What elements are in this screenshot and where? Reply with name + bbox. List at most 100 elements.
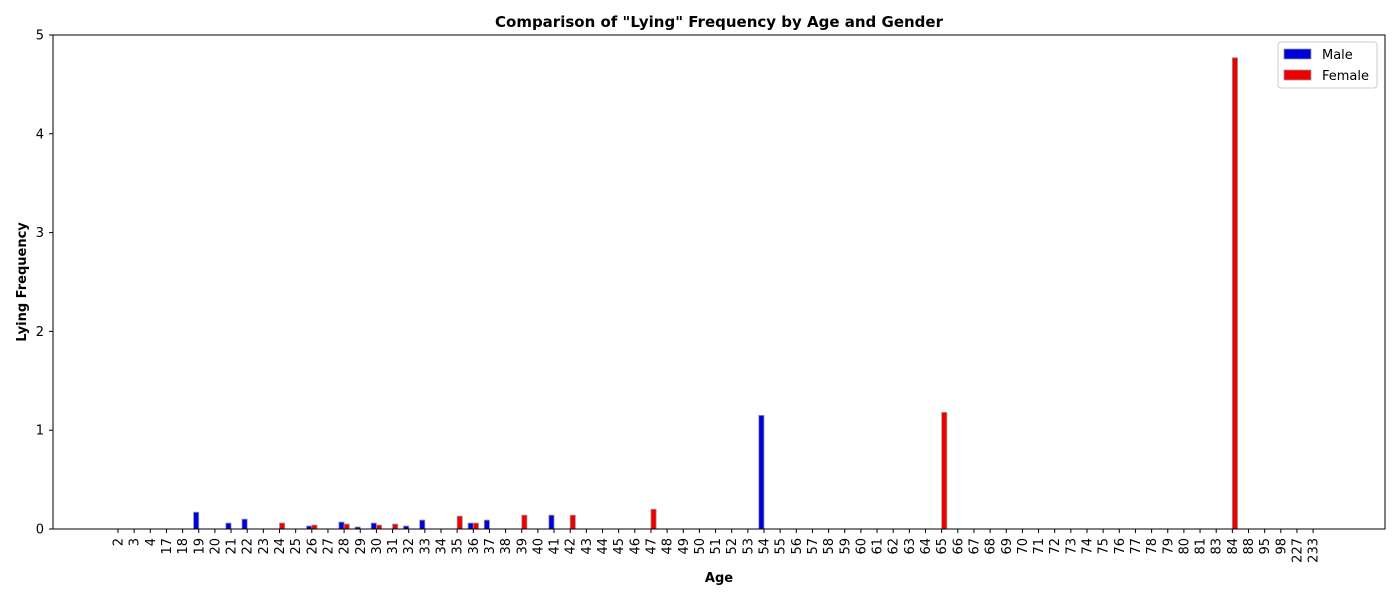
x-axis-ticks: 2 3 4 17 18 19 20 21 22 23 24 25 26 27 28 29 30 31 32 33 34 3… [112,529,1322,563]
x-tick-label: 57 [806,538,821,555]
bar-male-30 [370,522,377,530]
bar-female-26 [311,524,318,530]
legend-swatch-male [1283,48,1312,60]
bars-group [193,57,1238,530]
x-tick-label: 47 [644,538,659,555]
x-tick-label: 51 [709,538,724,555]
x-tick-label: 46 [628,538,643,555]
x-tick-label: 83 [1210,538,1225,555]
x-tick-label: 52 [725,538,740,555]
x-tick-label: 3 [128,538,143,546]
bar-male-54 [758,414,765,530]
y-tick-label: 0 [36,523,44,538]
x-tick-label: 79 [1161,538,1176,555]
x-tick-label: 48 [661,538,676,555]
x-tick-label: 49 [677,538,692,555]
x-tick-label: 60 [854,538,869,555]
x-tick-label: 227 [1290,538,1305,563]
x-tick-label: 22 [241,538,256,555]
x-tick-label: 233 [1307,538,1322,563]
x-tick-label: 38 [499,538,514,555]
x-tick-label: 72 [1048,538,1063,555]
x-tick-label: 56 [790,538,805,555]
y-tick-label: 4 [36,127,44,142]
x-tick-label: 73 [1064,538,1079,555]
x-tick-label: 40 [531,538,546,555]
x-tick-label: 55 [774,538,789,555]
x-tick-label: 19 [192,538,207,555]
bar-female-31 [392,523,399,530]
bar-female-39 [521,514,528,530]
bar-female-65 [941,412,948,530]
y-axis-ticks: 0 1 2 3 4 5 [36,29,53,538]
x-tick-label: 29 [354,538,369,555]
y-tick-label: 2 [36,325,44,340]
x-tick-label: 63 [903,538,918,555]
x-tick-label: 81 [1194,538,1209,555]
x-tick-label: 76 [1113,538,1128,555]
y-axis-label: Lying Frequency [15,222,30,342]
x-tick-label: 71 [1032,538,1047,555]
x-tick-label: 80 [1177,538,1192,555]
x-tick-label: 21 [225,538,240,555]
bar-male-21 [225,522,232,530]
x-tick-label: 98 [1274,538,1289,555]
x-tick-label: 4 [144,538,159,546]
x-tick-label: 27 [321,538,336,555]
x-tick-label: 31 [386,538,401,555]
legend-label-female: Female [1322,69,1369,84]
x-tick-label: 43 [580,538,595,555]
x-tick-label: 69 [1000,538,1015,555]
x-tick-label: 58 [822,538,837,555]
x-tick-label: 62 [887,538,902,555]
bar-female-24 [279,522,286,530]
x-tick-label: 37 [483,538,498,555]
x-tick-label: 24 [273,538,288,555]
bar-female-35 [456,515,463,530]
x-tick-label: 23 [257,538,272,555]
x-tick-label: 32 [402,538,417,555]
x-tick-label: 53 [741,538,756,555]
bar-male-41 [548,514,555,530]
x-tick-label: 84 [1226,538,1241,555]
y-tick-label: 3 [36,226,44,241]
bar-female-28 [343,523,350,530]
x-tick-label: 54 [758,538,773,555]
x-tick-label: 36 [467,538,482,555]
chart-title: Comparison of "Lying" Frequency by Age a… [495,13,944,31]
y-tick-label: 5 [36,29,44,44]
bar-male-22 [241,518,248,530]
x-tick-label: 66 [951,538,966,555]
bar-male-33 [419,519,426,530]
x-tick-label: 34 [435,538,450,555]
x-tick-label: 20 [208,538,223,555]
plot-frame [52,34,1386,530]
x-tick-label: 35 [451,538,466,555]
y-tick-label: 1 [36,424,44,439]
x-tick-label: 50 [693,538,708,555]
bar-female-84 [1231,57,1238,530]
x-tick-label: 59 [838,538,853,555]
x-tick-label: 39 [515,538,530,555]
x-tick-label: 18 [176,538,191,555]
bar-male-37 [483,519,490,530]
x-tick-label: 75 [1097,538,1112,555]
x-tick-label: 26 [305,538,320,555]
x-tick-label: 65 [935,538,950,555]
x-tick-label: 45 [612,538,627,555]
x-tick-label: 88 [1242,538,1257,555]
x-tick-label: 77 [1129,538,1144,555]
bar-female-36 [472,522,479,530]
x-tick-label: 30 [370,538,385,555]
x-axis-label: Age [705,571,733,586]
bar-male-36 [467,522,474,530]
x-tick-label: 33 [418,538,433,555]
bar-male-28 [338,521,345,530]
bar-female-42 [569,514,576,530]
x-tick-label: 74 [1081,538,1096,555]
x-tick-label: 41 [548,538,563,555]
x-tick-label: 44 [596,538,611,555]
bar-female-47 [650,508,657,530]
x-tick-label: 67 [967,538,982,555]
